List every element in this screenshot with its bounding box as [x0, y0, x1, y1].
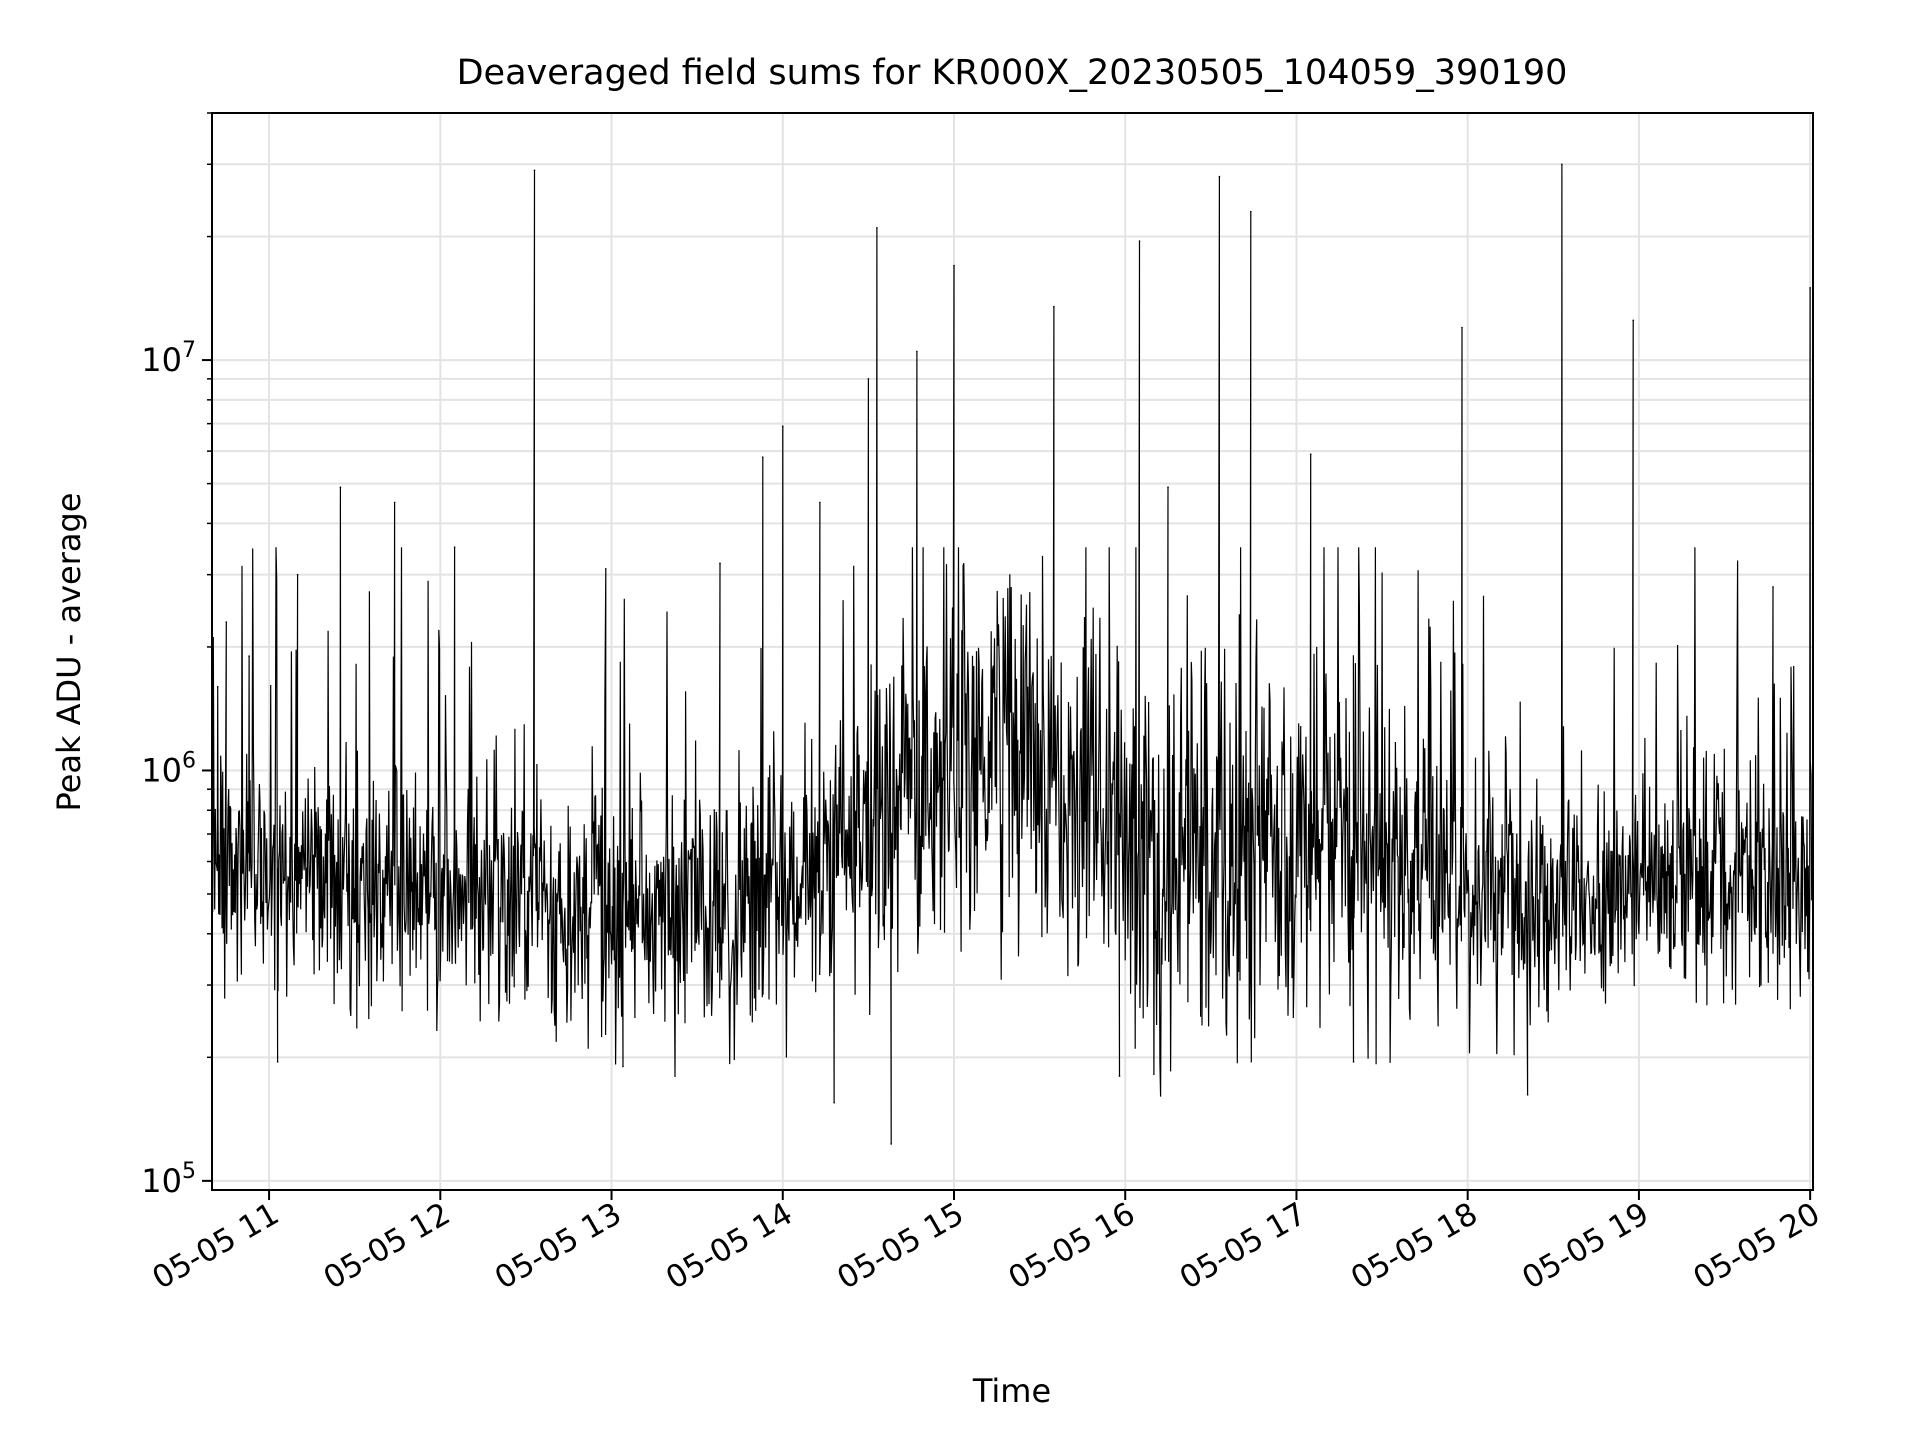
data-point: [453, 546, 456, 548]
data-point: [339, 486, 342, 489]
data-point: [916, 350, 918, 353]
y-tick-label: 106: [141, 748, 196, 789]
data-point: [1053, 305, 1055, 308]
data-point: [876, 227, 878, 229]
data-point: [1772, 586, 1774, 588]
chart-title: Deaveraged field sums for KR000X_2023050…: [457, 53, 1568, 93]
data-point: [1561, 163, 1563, 166]
data-point: [1526, 1094, 1529, 1096]
data-point: [296, 573, 299, 576]
data-point: [225, 621, 228, 623]
data-point: [1138, 240, 1141, 242]
data-point: [761, 456, 764, 458]
data-point: [1118, 1075, 1121, 1077]
data-point: [1167, 486, 1169, 489]
data-point: [1309, 453, 1312, 455]
data-point: [867, 378, 870, 380]
data-point: [1249, 210, 1252, 213]
data-point: [1461, 326, 1463, 329]
data-point: [216, 685, 219, 688]
data-point: [1632, 319, 1635, 322]
data-point: [1809, 287, 1811, 289]
data-point: [533, 169, 536, 172]
series-line: [211, 164, 1814, 1145]
data-point: [819, 501, 821, 504]
data-point: [605, 568, 607, 570]
data-point: [781, 425, 784, 428]
data-point: [1409, 860, 1412, 863]
data-point: [248, 655, 250, 657]
data-point: [833, 1101, 835, 1104]
x-axis-label: Time: [972, 1372, 1051, 1410]
data-point: [393, 501, 396, 504]
data-point: [719, 562, 721, 564]
plot-frame: [211, 112, 1814, 1191]
y-tick-label: 105: [141, 1159, 196, 1200]
data-point: [890, 1143, 893, 1145]
data-point: [1352, 1061, 1355, 1063]
y-tick-label: 107: [141, 338, 196, 379]
y-axis-label: Peak ADU - average: [50, 493, 88, 812]
data-point: [953, 264, 955, 267]
data-series: [211, 163, 1814, 1145]
data-point: [1218, 175, 1221, 178]
data-point: [622, 1065, 624, 1068]
data-point: [276, 1061, 279, 1063]
